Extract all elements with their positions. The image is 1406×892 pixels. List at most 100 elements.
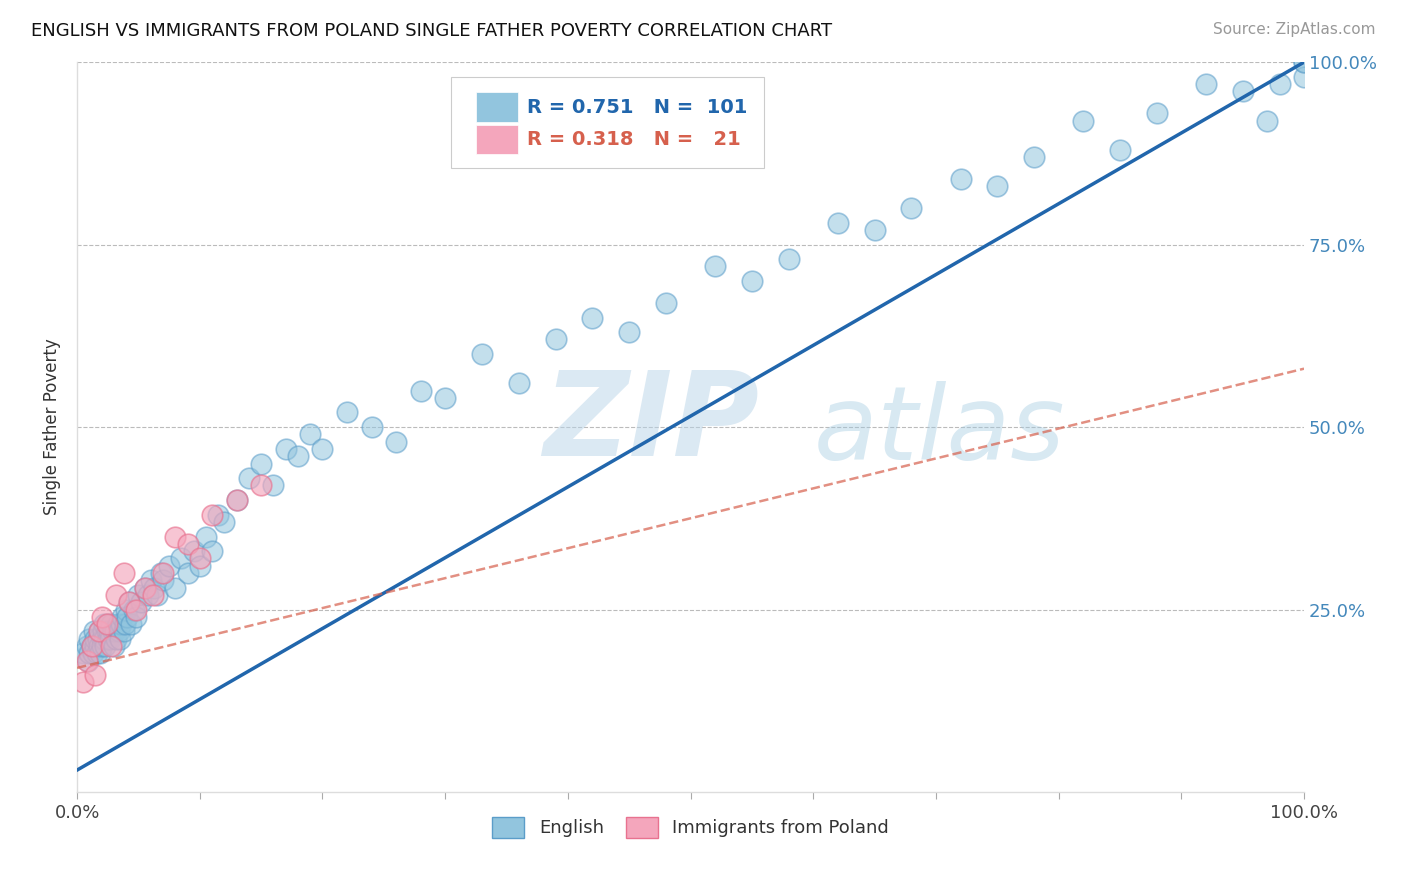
Point: [108, 624, 131, 639]
Point: [72, 675, 94, 690]
Point: [827, 216, 849, 230]
Point: [112, 566, 135, 580]
Point: [165, 581, 187, 595]
Point: [114, 617, 136, 632]
Point: [82, 646, 104, 660]
Point: [157, 558, 180, 573]
FancyBboxPatch shape: [475, 125, 517, 153]
Text: ENGLISH VS IMMIGRANTS FROM POLAND SINGLE FATHER POVERTY CORRELATION CHART: ENGLISH VS IMMIGRANTS FROM POLAND SINGLE…: [31, 22, 832, 40]
Point: [96, 617, 118, 632]
Point: [96, 624, 118, 639]
Point: [87, 632, 110, 646]
Point: [94, 639, 117, 653]
Point: [1256, 113, 1278, 128]
Point: [225, 493, 247, 508]
Point: [299, 427, 322, 442]
Point: [107, 617, 129, 632]
Point: [201, 544, 224, 558]
Point: [207, 508, 229, 522]
Point: [125, 602, 148, 616]
Point: [1268, 77, 1291, 91]
Point: [100, 617, 122, 632]
Point: [117, 609, 139, 624]
Point: [93, 617, 115, 632]
Point: [72, 646, 94, 660]
Point: [778, 252, 800, 267]
Point: [134, 581, 156, 595]
Point: [311, 442, 333, 456]
Text: R = 0.318   N =   21: R = 0.318 N = 21: [527, 129, 741, 149]
Point: [105, 632, 128, 646]
Point: [863, 223, 886, 237]
Point: [170, 551, 193, 566]
Point: [949, 172, 972, 186]
Point: [544, 333, 567, 347]
Point: [1146, 106, 1168, 120]
Y-axis label: Single Father Poverty: Single Father Poverty: [44, 339, 60, 516]
Point: [139, 574, 162, 588]
FancyBboxPatch shape: [451, 77, 765, 168]
Point: [336, 405, 359, 419]
Point: [1109, 143, 1132, 157]
Point: [1294, 55, 1316, 70]
Point: [127, 588, 149, 602]
Text: ZIP: ZIP: [543, 366, 759, 481]
Point: [900, 201, 922, 215]
Point: [110, 617, 132, 632]
Point: [250, 457, 273, 471]
Point: [149, 566, 172, 580]
Point: [385, 434, 408, 449]
Point: [111, 609, 134, 624]
Point: [201, 508, 224, 522]
Point: [84, 639, 107, 653]
Point: [80, 639, 103, 653]
Point: [183, 544, 205, 558]
Point: [142, 588, 165, 602]
Point: [194, 529, 217, 543]
Point: [103, 639, 125, 653]
Point: [986, 179, 1008, 194]
Point: [98, 632, 121, 646]
Text: atlas: atlas: [813, 381, 1064, 481]
Point: [188, 551, 211, 566]
Point: [105, 588, 128, 602]
Point: [90, 639, 112, 653]
Point: [143, 581, 166, 595]
Point: [1294, 55, 1316, 70]
FancyBboxPatch shape: [475, 93, 517, 121]
Point: [84, 668, 107, 682]
Point: [93, 632, 115, 646]
Point: [471, 347, 494, 361]
Point: [76, 639, 98, 653]
Point: [112, 624, 135, 639]
Point: [77, 654, 100, 668]
Point: [108, 632, 131, 646]
Point: [360, 420, 382, 434]
Point: [176, 537, 198, 551]
Point: [117, 595, 139, 609]
Point: [188, 558, 211, 573]
Point: [581, 310, 603, 325]
Point: [100, 639, 122, 653]
Legend: English, Immigrants from Poland: English, Immigrants from Poland: [485, 810, 897, 845]
Point: [619, 325, 641, 339]
Point: [1232, 84, 1254, 98]
Point: [91, 624, 114, 639]
Text: R = 0.751   N =  101: R = 0.751 N = 101: [527, 97, 748, 117]
Point: [129, 595, 152, 609]
Point: [152, 566, 174, 580]
Point: [120, 617, 142, 632]
Point: [741, 274, 763, 288]
Point: [225, 493, 247, 508]
Point: [90, 632, 112, 646]
Point: [104, 624, 127, 639]
Point: [176, 566, 198, 580]
Point: [262, 478, 284, 492]
Point: [287, 449, 309, 463]
Point: [117, 595, 139, 609]
Point: [274, 442, 297, 456]
Point: [250, 478, 273, 492]
Point: [134, 581, 156, 595]
Point: [1195, 77, 1218, 91]
Point: [84, 632, 107, 646]
